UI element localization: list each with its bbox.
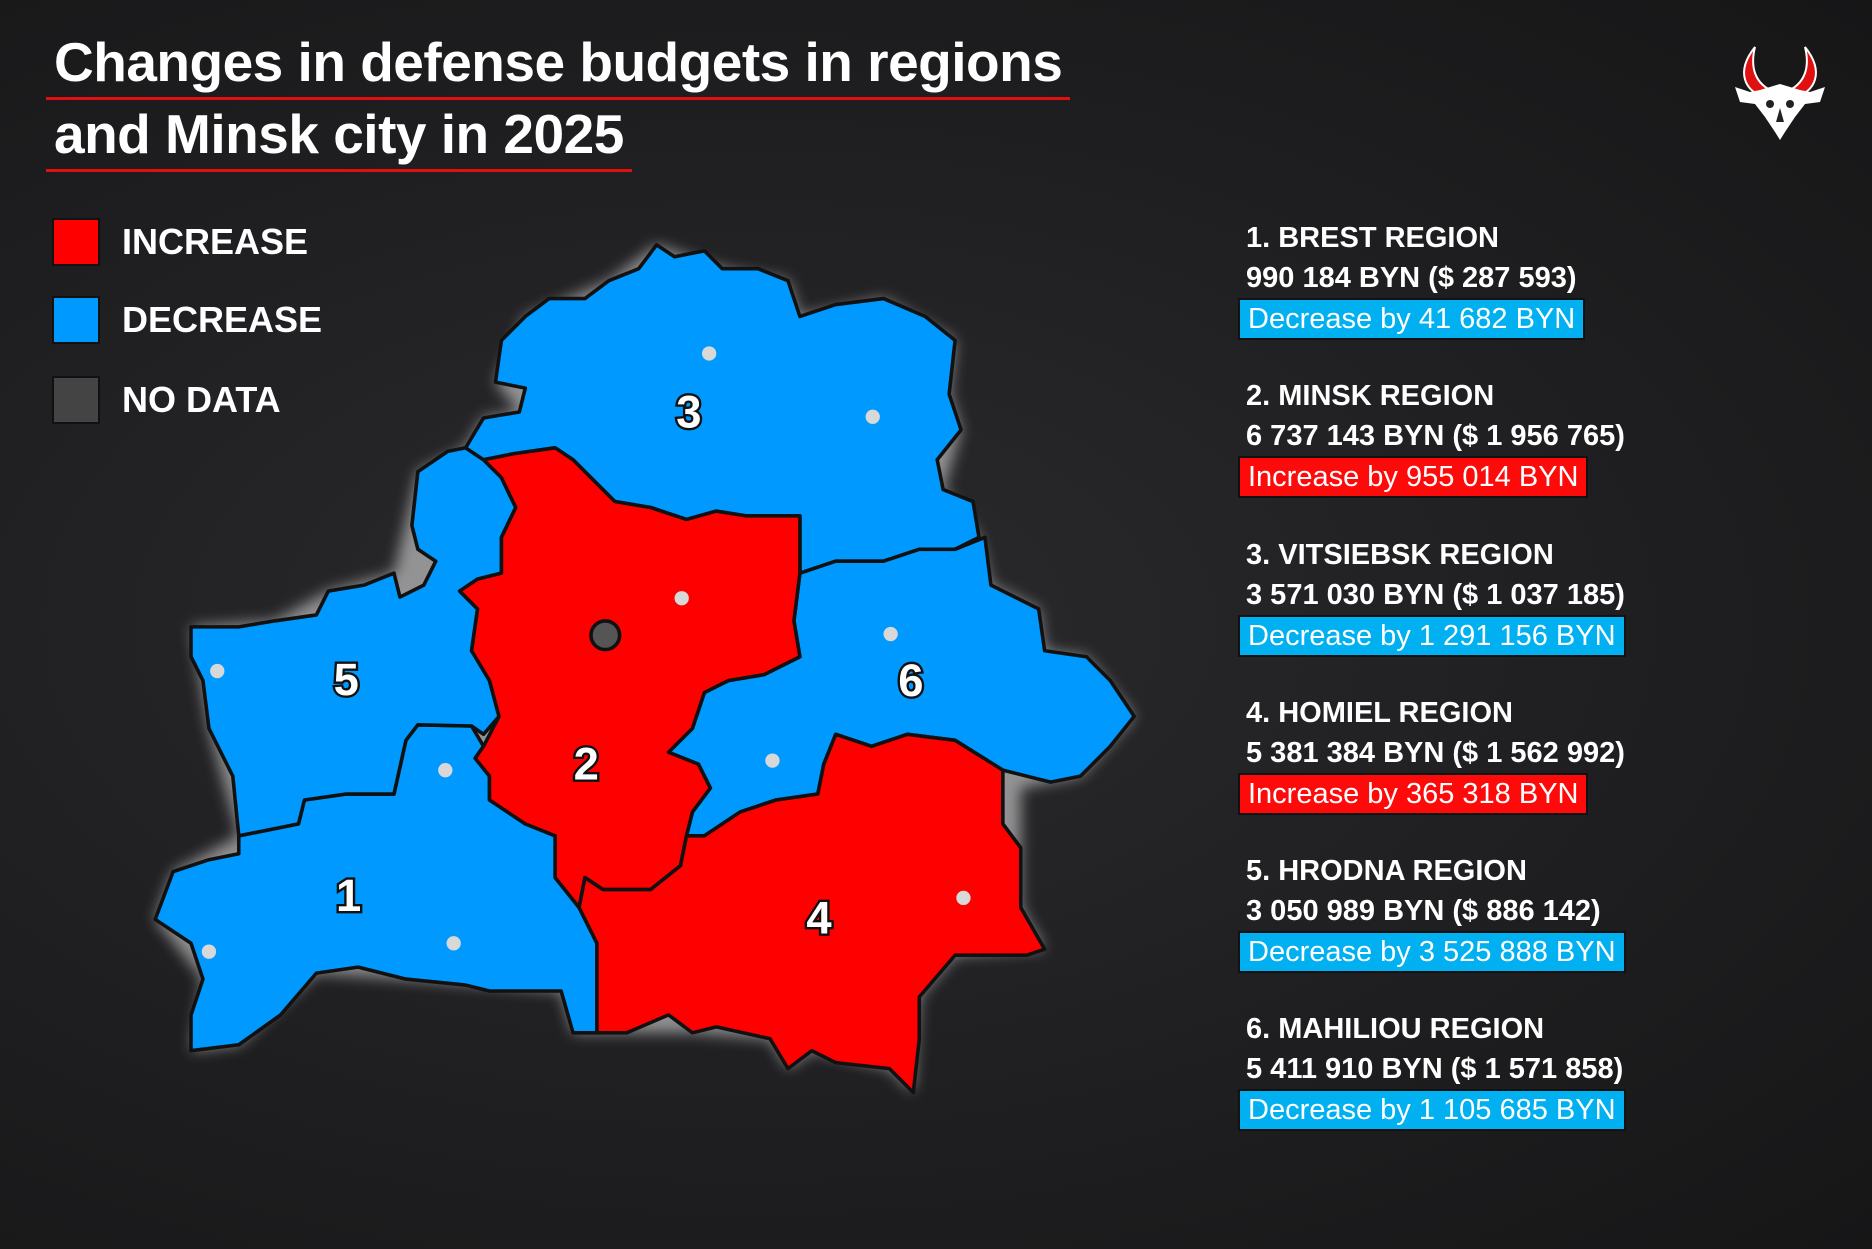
change-badge: Decrease by 3 525 888 BYN bbox=[1238, 931, 1626, 973]
region-info-5: 5. HRODNA REGION 3 050 989 BYN ($ 886 142… bbox=[1238, 851, 1626, 973]
legend-no-data: NO DATA bbox=[52, 376, 281, 424]
region-budget: 5 381 384 BYN ($ 1 562 992) bbox=[1246, 737, 1625, 769]
title-line-1: Changes in defense budgets in regions bbox=[46, 28, 1071, 100]
minsk-city-no-data[interactable] bbox=[589, 619, 622, 652]
change-badge: Decrease by 1 105 685 BYN bbox=[1238, 1089, 1626, 1131]
legend-label: DECREASE bbox=[122, 299, 323, 340]
legend-label: NO DATA bbox=[122, 379, 281, 420]
change-badge: Decrease by 1 291 156 BYN bbox=[1238, 615, 1626, 657]
region-info-2: 2. MINSK REGION 6 737 143 BYN ($ 1 956 76… bbox=[1238, 376, 1625, 498]
map-label-5: 5 bbox=[334, 654, 359, 705]
map-label-1: 1 bbox=[336, 870, 361, 921]
region-heading: 4. HOMIEL REGION bbox=[1246, 697, 1513, 729]
region-info-3: 3. VITSIEBSK REGION 3 571 030 BYN ($ 1 03… bbox=[1238, 535, 1626, 657]
map-label-2: 2 bbox=[574, 739, 599, 790]
legend-decrease: DECREASE bbox=[52, 296, 322, 344]
region-budget: 6 737 143 BYN ($ 1 956 765) bbox=[1246, 420, 1625, 452]
no-data-swatch bbox=[52, 376, 100, 424]
region-info-6: 6. MAHILIOU REGION 5 411 910 BYN ($ 1 571… bbox=[1238, 1009, 1626, 1131]
change-badge: Increase by 365 318 BYN bbox=[1238, 773, 1589, 815]
region-budget: 3 571 030 BYN ($ 1 037 185) bbox=[1246, 579, 1625, 611]
legend-label: INCREASE bbox=[122, 221, 309, 262]
region-budget: 5 411 910 BYN ($ 1 571 858) bbox=[1246, 1053, 1624, 1085]
region-homiel[interactable] bbox=[577, 732, 1047, 1095]
map-label-3: 3 bbox=[676, 387, 701, 438]
region-heading: 5. HRODNA REGION bbox=[1246, 855, 1527, 887]
region-info-1: 1. BREST REGION 990 184 BYN ($ 287 593) De… bbox=[1238, 218, 1586, 340]
legend-increase: INCREASE bbox=[52, 218, 308, 266]
increase-swatch bbox=[52, 218, 100, 266]
map-label-4: 4 bbox=[806, 893, 831, 944]
title-line-2: and Minsk city in 2025 bbox=[46, 100, 632, 172]
region-heading: 1. BREST REGION bbox=[1246, 222, 1499, 254]
region-info-4: 4. HOMIEL REGION 5 381 384 BYN ($ 1 562 9… bbox=[1238, 693, 1625, 815]
region-heading: 3. VITSIEBSK REGION bbox=[1246, 539, 1554, 571]
region-heading: 2. MINSK REGION bbox=[1246, 380, 1495, 412]
change-badge: Increase by 955 014 BYN bbox=[1238, 456, 1589, 498]
decrease-swatch bbox=[52, 296, 100, 344]
city-dots bbox=[201, 346, 971, 959]
change-badge: Decrease by 41 682 BYN bbox=[1238, 298, 1586, 340]
map-label-6: 6 bbox=[898, 655, 923, 706]
region-budget: 3 050 989 BYN ($ 886 142) bbox=[1246, 895, 1601, 927]
region-budget: 990 184 BYN ($ 287 593) bbox=[1246, 262, 1577, 294]
horned-skull-logo-icon bbox=[1735, 46, 1825, 140]
region-heading: 6. MAHILIOU REGION bbox=[1246, 1013, 1545, 1045]
